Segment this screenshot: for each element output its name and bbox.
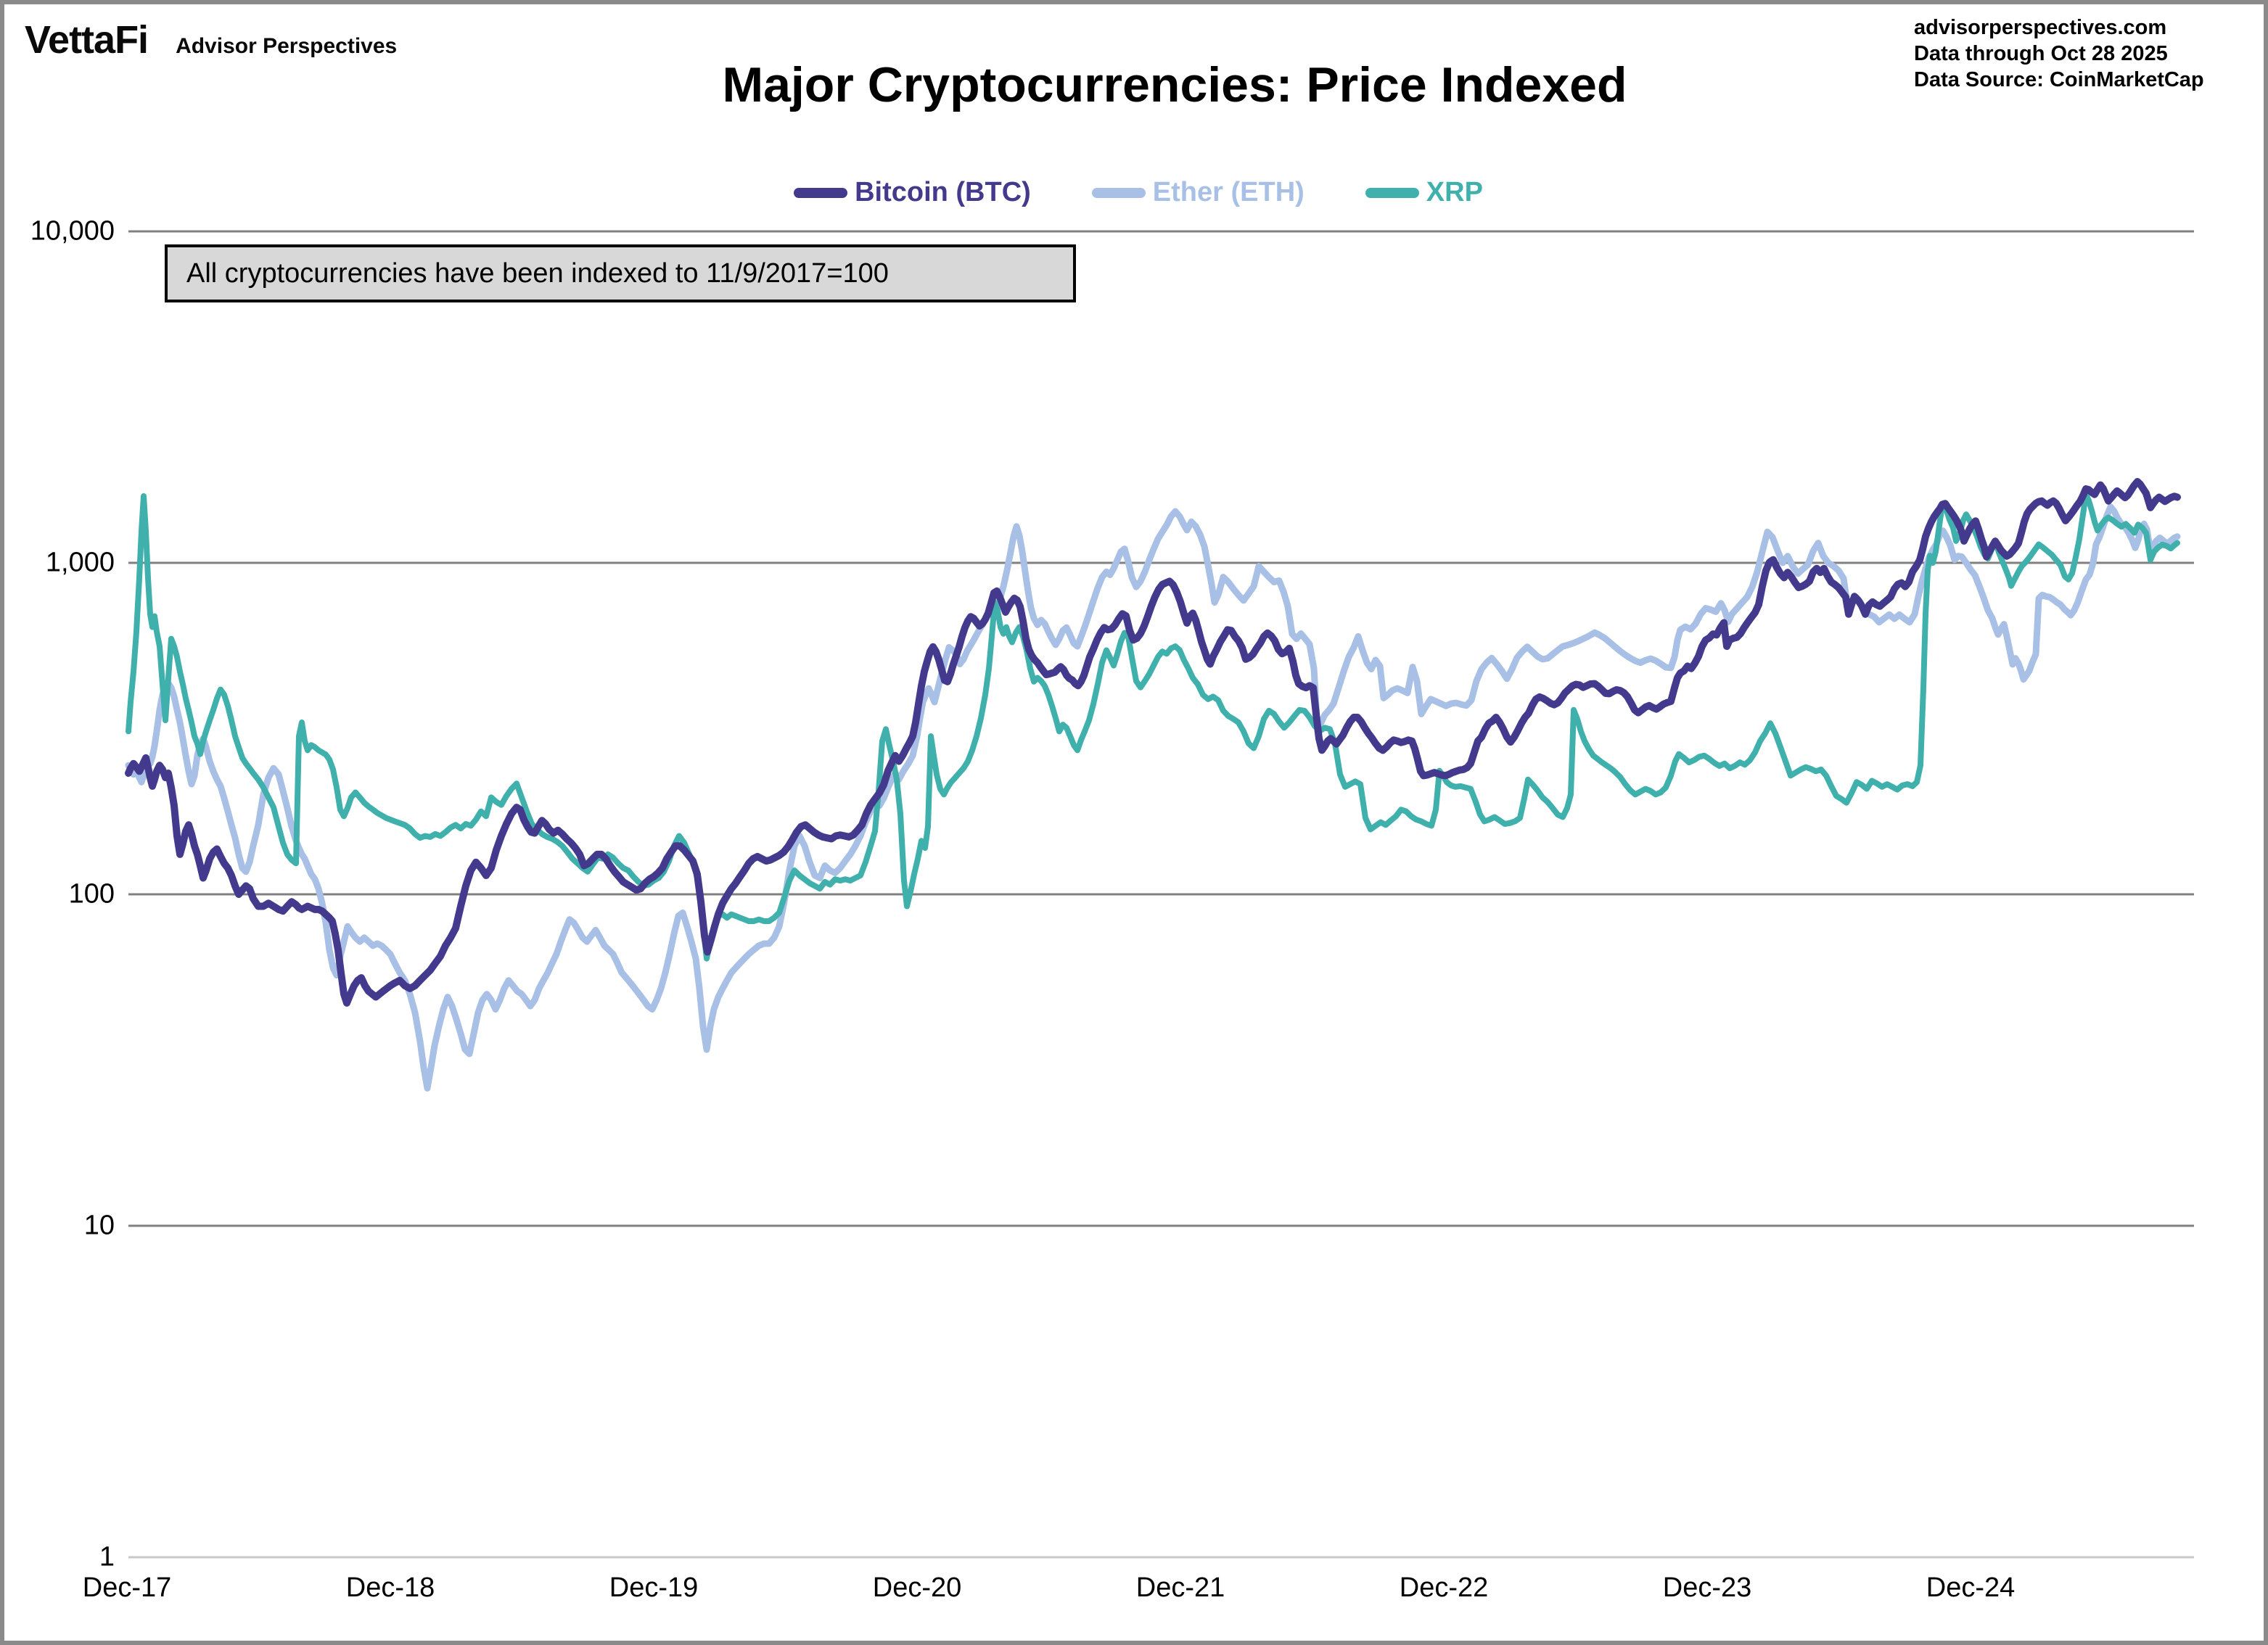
x-tick-Dec-20: Dec-20 — [872, 1572, 962, 1603]
index-annotation-box: All cryptocurrencies have been indexed t… — [165, 244, 1076, 302]
advisor-perspectives-label: Advisor Perspectives — [176, 34, 398, 58]
x-tick-Dec-17: Dec-17 — [82, 1572, 172, 1603]
vettafi-logo-text: VettaFi — [25, 18, 149, 62]
xrp-line-swatch-icon — [1365, 187, 1419, 198]
x-tick-Dec-18: Dec-18 — [345, 1572, 435, 1603]
y-tick-10: 10 — [83, 1210, 115, 1241]
vettafi-logo: VettaFi Advisor Perspectives — [25, 17, 397, 62]
series-line-eth — [125, 503, 2181, 1092]
source-date: Data through Oct 28 2025 — [1914, 42, 2168, 65]
y-tick-1000: 1,000 — [45, 547, 115, 578]
legend-label-eth: Ether (ETH) — [1152, 177, 1304, 207]
page-title: Major Cryptocurrencies: Price Indexed — [722, 57, 1627, 112]
source-site: advisorperspectives.com — [1914, 16, 2167, 39]
index-annotation-text: All cryptocurrencies have been indexed t… — [186, 257, 889, 289]
legend-label-btc: Bitcoin (BTC) — [855, 177, 1031, 207]
legend-label-xrp: XRP — [1426, 177, 1483, 207]
eth-line-swatch-icon — [1091, 187, 1146, 198]
series-line-btc — [125, 478, 2181, 1007]
btc-line-swatch-icon — [794, 187, 848, 198]
x-tick-Dec-24: Dec-24 — [1926, 1572, 2016, 1603]
x-tick-Dec-23: Dec-23 — [1662, 1572, 1752, 1603]
x-tick-Dec-21: Dec-21 — [1135, 1572, 1225, 1603]
series-line-xrp — [126, 491, 2180, 962]
chart-legend: Bitcoin (BTC) Ether (ETH) XRP — [4, 177, 2264, 208]
source-attribution-block: advisorperspectives.com Data through Oct… — [1914, 15, 2262, 93]
legend-item-xrp: XRP — [1365, 177, 1483, 208]
x-tick-Dec-22: Dec-22 — [1399, 1572, 1489, 1603]
y-tick-100: 100 — [68, 878, 115, 910]
y-tick-1: 1 — [99, 1541, 115, 1572]
legend-item-eth: Ether (ETH) — [1091, 177, 1304, 208]
source-provider: Data Source: CoinMarketCap — [1914, 68, 2204, 91]
y-tick-10000: 10,000 — [30, 215, 115, 247]
legend-item-btc: Bitcoin (BTC) — [794, 177, 1031, 208]
x-tick-Dec-19: Dec-19 — [609, 1572, 699, 1603]
chart-plot-area — [125, 230, 2194, 1559]
